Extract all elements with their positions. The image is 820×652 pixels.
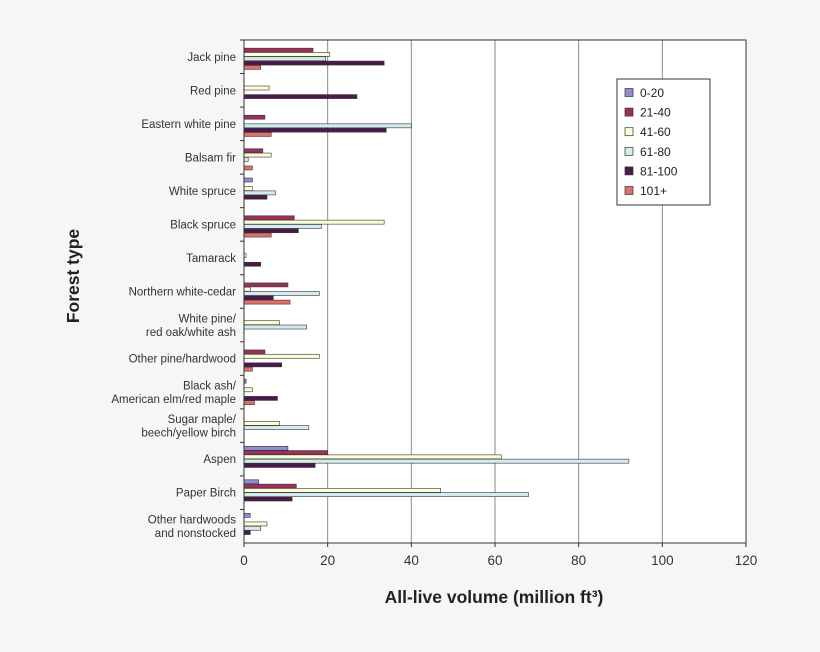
legend-label: 41-60: [640, 125, 671, 139]
bar: [243, 320, 280, 326]
y-tick-label: Other hardwoods and nonstocked: [148, 514, 236, 540]
bar: [243, 353, 320, 359]
bar: [243, 65, 262, 70]
bar: [243, 165, 253, 171]
bar: [243, 366, 253, 372]
bar: [243, 525, 262, 531]
bar: [243, 60, 385, 66]
bar: [243, 261, 262, 267]
bar: [243, 127, 387, 133]
bar: [243, 492, 529, 498]
bar: [243, 286, 251, 292]
legend-swatch: [624, 107, 634, 117]
bar: [243, 52, 331, 57]
bar: [243, 47, 314, 53]
bar: [243, 94, 358, 99]
bar: [243, 421, 280, 426]
bar: [243, 425, 310, 430]
x-tick-label: 80: [571, 553, 586, 568]
x-tick-label: 0: [240, 553, 248, 568]
y-tick-label: Sugar maple/beech/yellow birch: [141, 414, 236, 440]
bar: [243, 521, 268, 527]
bar: [243, 190, 276, 196]
y-axis-title: Forest type: [63, 229, 83, 324]
bar: [243, 114, 266, 120]
bar: [243, 479, 259, 485]
y-tick-label: Jack pine: [187, 52, 236, 64]
bar: [243, 530, 251, 535]
legend-swatch: [624, 88, 634, 97]
x-axis-title: All-live volume (million ft³): [385, 587, 604, 607]
legend-swatch: [624, 166, 634, 176]
y-tick-label: Northern white-cedar: [129, 287, 237, 299]
y-tick-label: Tamarack: [186, 253, 236, 265]
legend-swatch: [624, 127, 634, 137]
bar: [243, 295, 274, 301]
bar: [243, 219, 385, 225]
bar: [243, 123, 412, 129]
x-tick-label: 100: [651, 553, 674, 568]
bar: [243, 513, 251, 518]
bar: [243, 56, 326, 62]
bar: [243, 496, 293, 502]
bar: [243, 282, 289, 288]
bar: [243, 400, 255, 406]
bar: [243, 85, 270, 91]
y-tick-label: White spruce: [169, 186, 236, 198]
bar: [243, 194, 268, 200]
bar: [243, 349, 266, 355]
bar: [243, 215, 295, 221]
legend-label: 0-20: [640, 86, 664, 100]
x-tick-label: 120: [735, 553, 758, 568]
y-tick-label: Paper Birch: [176, 488, 236, 500]
legend-label: 101+: [640, 184, 667, 198]
bar: [243, 291, 320, 296]
legend: 0-20 21-40 41-60 61-80 81-100 101+: [616, 78, 711, 206]
y-tick-label: Black ash/American elm/red maple: [111, 380, 236, 406]
x-tick-label: 20: [320, 553, 335, 568]
y-tick-label: Balsam fir: [185, 152, 236, 164]
bar: [243, 454, 502, 460]
legend-label: 81-100: [640, 164, 678, 178]
bar: [243, 299, 291, 305]
bar: [243, 483, 297, 489]
bar: [243, 362, 282, 368]
bar: [243, 232, 272, 238]
y-tick-label: Other pine/hardwood: [129, 354, 236, 366]
bar: [243, 445, 289, 451]
legend-swatch: [624, 186, 634, 195]
bar: [243, 186, 253, 191]
y-tick-label: Red pine: [190, 85, 236, 97]
legend-label: 61-80: [640, 145, 671, 159]
bar: [243, 450, 328, 455]
legend-label: 21-40: [640, 106, 671, 120]
bar: [243, 488, 441, 493]
bar: [243, 387, 253, 393]
bar: [243, 463, 316, 468]
bar: [243, 228, 299, 234]
bar: [243, 458, 630, 464]
bar: [243, 396, 278, 401]
bar: [243, 157, 249, 162]
bar: [243, 148, 264, 154]
bar: [243, 177, 253, 183]
y-tick-label: Eastern white pine: [141, 119, 236, 131]
x-tick-label: 60: [487, 553, 502, 568]
bar: [243, 132, 272, 137]
legend-box: [616, 78, 711, 206]
bar: [243, 152, 272, 158]
bar: [243, 324, 308, 330]
y-tick-label: Aspen: [203, 454, 236, 466]
bar: [243, 224, 322, 229]
y-tick-label: Black spruce: [170, 219, 236, 231]
legend-swatch: [624, 146, 634, 156]
x-tick-label: 40: [404, 553, 419, 568]
y-tick-label: White pine/red oak/white ash: [146, 313, 237, 339]
